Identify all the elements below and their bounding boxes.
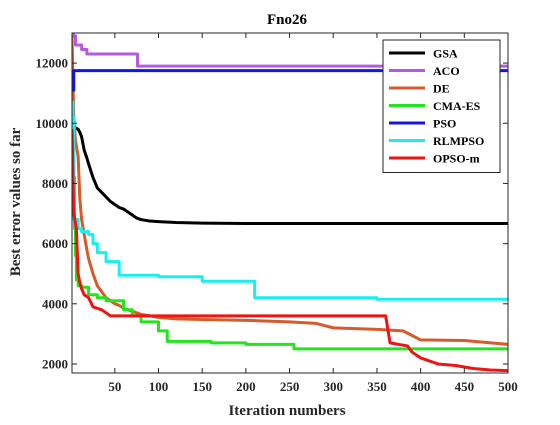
series-line-opso-m	[72, 129, 508, 373]
legend-label-opso-m: OPSO-m	[433, 152, 480, 166]
legend-label-de: DE	[433, 82, 450, 96]
y-tick-label: 2000	[42, 356, 68, 371]
chart-title: Fno26	[267, 12, 308, 28]
legend-label-rlmpso: RLMPSO	[433, 134, 484, 148]
y-tick-label: 6000	[42, 236, 68, 251]
legend-label-aco: ACO	[433, 64, 460, 78]
legend-label-gsa: GSA	[433, 47, 458, 61]
series-line-rlmpso	[72, 100, 508, 301]
x-tick-label: 50	[108, 379, 121, 394]
x-tick-label: 150	[192, 379, 212, 394]
series-line-gsa	[72, 93, 508, 225]
x-tick-label: 200	[236, 379, 256, 394]
chart-legend: GSA ACO DE CMA-ES PSO RLMPSO OPSO-m	[382, 39, 501, 173]
x-tick-label: 100	[149, 379, 169, 394]
x-tick-label: 500	[498, 379, 518, 394]
y-axis-title: Best error values so far	[8, 127, 24, 276]
x-axis-title: Iteration numbers	[228, 403, 345, 419]
series-line-aco	[72, 33, 508, 68]
series-line-cma-es	[72, 151, 508, 351]
y-tick-label: 4000	[42, 296, 68, 311]
x-tick-label: 300	[324, 379, 344, 394]
legend-label-cma-es: CMA-ES	[433, 99, 481, 113]
x-tick-label: 250	[280, 379, 300, 394]
legend-box	[382, 39, 501, 173]
x-tick-label: 400	[411, 379, 431, 394]
plot-area: 50 100 150 200 250 300 350 400 450 500 2000 4000 600…	[36, 32, 518, 394]
x-tick-label: 350	[367, 379, 387, 394]
y-tick-label: 12000	[36, 56, 69, 71]
y-tick-label: 8000	[42, 176, 68, 191]
series-line-de	[72, 35, 508, 346]
y-tick-label: 10000	[36, 116, 69, 131]
legend-label-pso: PSO	[433, 117, 456, 131]
x-tick-label: 450	[455, 379, 475, 394]
series-line-pso	[72, 69, 508, 92]
